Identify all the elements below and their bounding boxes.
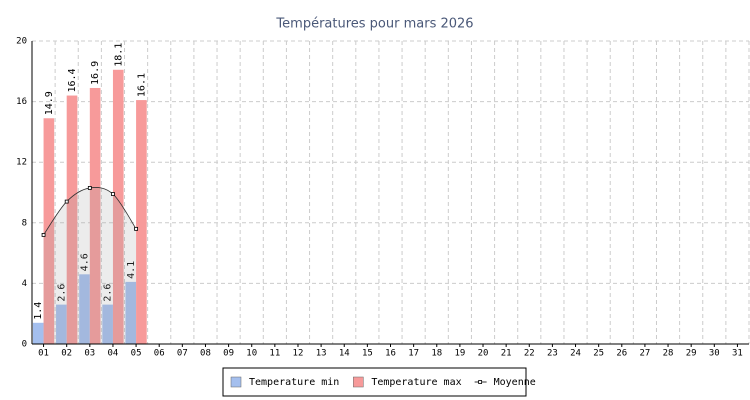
legend-label: Moyenne (494, 377, 536, 388)
line-point (41, 233, 46, 237)
x-tick-label: 14 (339, 349, 350, 359)
line-point (64, 199, 69, 204)
x-tick-label: 07 (177, 349, 188, 359)
y-tick-label: 20 (16, 37, 27, 47)
x-tick-label: 06 (154, 349, 165, 359)
value-label: 16.1 (136, 73, 147, 97)
x-tick-label: 11 (269, 349, 280, 359)
value-label: 1.4 (33, 302, 44, 320)
x-tick-label: 23 (547, 349, 558, 359)
x-tick-label: 15 (362, 349, 373, 359)
bar (125, 281, 137, 344)
x-tick-label: 26 (616, 349, 627, 359)
x-tick-label: 03 (84, 349, 95, 359)
legend-swatch (353, 376, 364, 388)
value-label: 2.6 (103, 284, 114, 302)
y-tick-label: 4 (22, 279, 27, 289)
line-point (87, 186, 92, 190)
x-tick-label: 25 (593, 349, 604, 359)
x-tick-label: 30 (709, 349, 720, 359)
x-tick-label: 20 (478, 349, 489, 359)
line-point (134, 226, 138, 231)
x-tick-label: 19 (454, 349, 465, 359)
x-tick-label: 22 (524, 349, 535, 359)
chart-title: Températures pour mars 2026 (275, 17, 473, 32)
x-tick-label: 09 (223, 349, 234, 359)
value-label: 14.9 (44, 91, 55, 115)
x-tick-label: 05 (131, 349, 142, 359)
value-label: 2.6 (56, 284, 67, 302)
y-tick-label: 16 (16, 97, 27, 107)
legend-marker (478, 380, 483, 384)
bar (112, 69, 124, 344)
x-tick-label: 13 (316, 349, 327, 359)
x-tick-label: 04 (108, 349, 119, 359)
x-tick-label: 02 (61, 349, 72, 359)
y-tick-label: 12 (16, 158, 27, 168)
bar (89, 87, 101, 344)
y-tick-label: 0 (22, 340, 27, 350)
x-tick-label: 24 (570, 349, 581, 359)
x-tick-label: 27 (639, 349, 650, 359)
bar (136, 100, 147, 345)
value-label: 4.1 (126, 261, 137, 279)
bar (66, 95, 78, 344)
x-tick-label: 28 (663, 349, 674, 359)
x-tick-label: 29 (686, 349, 697, 359)
line-point (111, 192, 115, 196)
bar (79, 274, 90, 344)
legend-swatch (230, 376, 242, 388)
x-tick-label: 12 (293, 349, 304, 359)
x-tick-label: 21 (501, 349, 512, 359)
x-tick-label: 01 (38, 349, 49, 359)
bar (56, 304, 67, 344)
x-tick-label: 18 (431, 349, 442, 359)
bar (102, 304, 113, 344)
bar (43, 118, 55, 344)
x-tick-label: 10 (246, 349, 257, 359)
legend-label: Temperature min (249, 377, 339, 388)
x-tick-label: 08 (200, 349, 211, 359)
legend-label: Temperature max (371, 377, 461, 388)
x-tick-label: 17 (408, 349, 419, 359)
x-tick-label: 31 (732, 349, 743, 359)
value-label: 18.1 (113, 43, 124, 67)
bar (32, 322, 44, 344)
line-area (43, 187, 137, 344)
value-label: 16.9 (90, 61, 101, 85)
value-label: 16.4 (67, 68, 78, 92)
value-label: 4.6 (80, 253, 91, 271)
x-tick-label: 16 (385, 349, 396, 359)
y-tick-label: 8 (22, 218, 27, 228)
